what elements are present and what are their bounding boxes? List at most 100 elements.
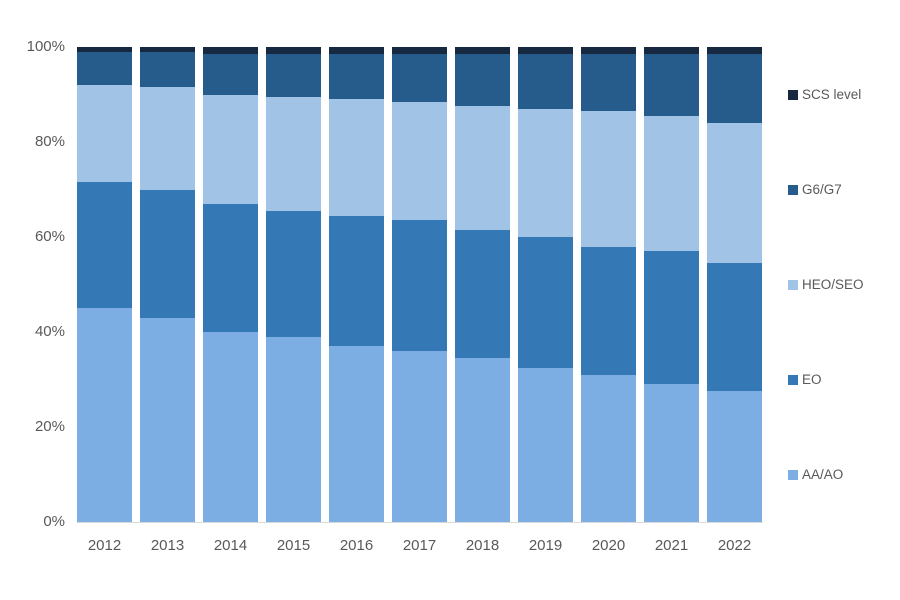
- segment-heo-seo-2019: [518, 108, 573, 237]
- x-label-2017: 2017: [402, 537, 437, 554]
- bar-2021: [644, 47, 699, 522]
- segment-aa-ao-2013: [140, 317, 195, 522]
- x-label-2014: 2014: [213, 537, 248, 554]
- segment-g6-g7-2018: [455, 54, 510, 107]
- segment-g6-g7-2019: [518, 54, 573, 109]
- x-axis-category-labels: 2012 2013 2014 2015 2016 2017 2018 2019 2020 2021…: [77, 537, 762, 554]
- legend-swatch-icon: [788, 184, 798, 195]
- bar-2014: [203, 47, 258, 522]
- segment-aa-ao-2021: [644, 384, 699, 522]
- segment-aa-ao-2022: [707, 391, 762, 522]
- segment-eo-2022: [707, 263, 762, 392]
- legend-swatch-icon: [788, 469, 798, 480]
- segment-scs-level-2014: [203, 47, 258, 55]
- legend-item-g6-g7: G6/G7: [788, 182, 898, 197]
- segment-scs-level-2021: [644, 47, 699, 55]
- segment-eo-2018: [455, 229, 510, 359]
- x-label-2016: 2016: [339, 537, 374, 554]
- segment-g6-g7-2020: [581, 54, 636, 112]
- segment-g6-g7-2016: [329, 54, 384, 100]
- legend-swatch-icon: [788, 279, 798, 290]
- segment-g6-g7-2013: [140, 51, 195, 88]
- segment-eo-2017: [392, 220, 447, 351]
- segment-eo-2021: [644, 251, 699, 385]
- segment-heo-seo-2018: [455, 106, 510, 230]
- bar-2020: [581, 47, 636, 522]
- legend-swatch-icon: [788, 374, 798, 385]
- legend-label: EO: [802, 372, 822, 387]
- y-tick-label: 80%: [34, 133, 65, 150]
- segment-aa-ao-2019: [518, 367, 573, 522]
- segment-eo-2020: [581, 246, 636, 375]
- segment-scs-level-2022: [707, 47, 762, 55]
- y-tick-label: 40%: [34, 323, 65, 340]
- x-label-2013: 2013: [150, 537, 185, 554]
- segment-scs-level-2017: [392, 47, 447, 55]
- segment-eo-2019: [518, 237, 573, 368]
- x-label-2012: 2012: [87, 537, 122, 554]
- segment-scs-level-2015: [266, 47, 321, 55]
- segment-eo-2013: [140, 189, 195, 318]
- bars-container: [77, 47, 762, 522]
- x-label-2022: 2022: [717, 537, 752, 554]
- segment-aa-ao-2018: [455, 358, 510, 522]
- bar-2017: [392, 47, 447, 522]
- bar-2018: [455, 47, 510, 522]
- segment-scs-level-2012: [77, 47, 132, 52]
- legend-label: HEO/SEO: [802, 277, 864, 292]
- segment-scs-level-2020: [581, 47, 636, 55]
- segment-aa-ao-2012: [77, 308, 132, 522]
- y-tick-label: 60%: [34, 228, 65, 245]
- x-label-2015: 2015: [276, 537, 311, 554]
- segment-eo-2016: [329, 215, 384, 347]
- x-axis-line: [77, 522, 763, 523]
- segment-scs-level-2013: [140, 47, 195, 52]
- segment-g6-g7-2015: [266, 54, 321, 97]
- segment-heo-seo-2021: [644, 115, 699, 252]
- segment-g6-g7-2017: [392, 54, 447, 102]
- segment-heo-seo-2012: [77, 85, 132, 183]
- segment-aa-ao-2017: [392, 351, 447, 522]
- bar-2015: [266, 47, 321, 522]
- x-label-2021: 2021: [654, 537, 689, 554]
- segment-scs-level-2018: [455, 47, 510, 55]
- x-label-2020: 2020: [591, 537, 626, 554]
- chart-legend: SCS level G6/G7 HEO/SEO EO AA/AO: [788, 47, 898, 522]
- segment-g6-g7-2012: [77, 51, 132, 85]
- x-label-2019: 2019: [528, 537, 563, 554]
- legend-label: AA/AO: [802, 467, 844, 482]
- segment-aa-ao-2015: [266, 336, 321, 522]
- legend-item-scs-level: SCS level: [788, 87, 898, 102]
- segment-g6-g7-2021: [644, 54, 699, 116]
- segment-heo-seo-2014: [203, 94, 258, 204]
- segment-heo-seo-2020: [581, 111, 636, 247]
- bar-2019: [518, 47, 573, 522]
- segment-heo-seo-2017: [392, 101, 447, 221]
- legend-item-heo-seo: HEO/SEO: [788, 277, 898, 292]
- segment-aa-ao-2016: [329, 346, 384, 522]
- segment-heo-seo-2022: [707, 123, 762, 264]
- legend-swatch-icon: [788, 89, 798, 100]
- bar-2012: [77, 47, 132, 522]
- legend-item-eo: EO: [788, 372, 898, 387]
- y-tick-label: 20%: [34, 418, 65, 435]
- bar-2013: [140, 47, 195, 522]
- legend-label: SCS level: [802, 87, 862, 102]
- legend-item-aa-ao: AA/AO: [788, 467, 898, 482]
- segment-heo-seo-2016: [329, 99, 384, 216]
- segment-g6-g7-2022: [707, 54, 762, 123]
- bar-2016: [329, 47, 384, 522]
- segment-scs-level-2019: [518, 47, 573, 55]
- segment-aa-ao-2014: [203, 332, 258, 522]
- x-label-2018: 2018: [465, 537, 500, 554]
- segment-g6-g7-2014: [203, 54, 258, 95]
- segment-heo-seo-2013: [140, 87, 195, 190]
- plot-area: [77, 47, 762, 522]
- y-tick-label: 0%: [43, 513, 65, 530]
- legend-label: G6/G7: [802, 182, 842, 197]
- segment-heo-seo-2015: [266, 96, 321, 211]
- y-tick-label: 100%: [26, 38, 65, 55]
- segment-eo-2012: [77, 182, 132, 309]
- segment-aa-ao-2020: [581, 374, 636, 522]
